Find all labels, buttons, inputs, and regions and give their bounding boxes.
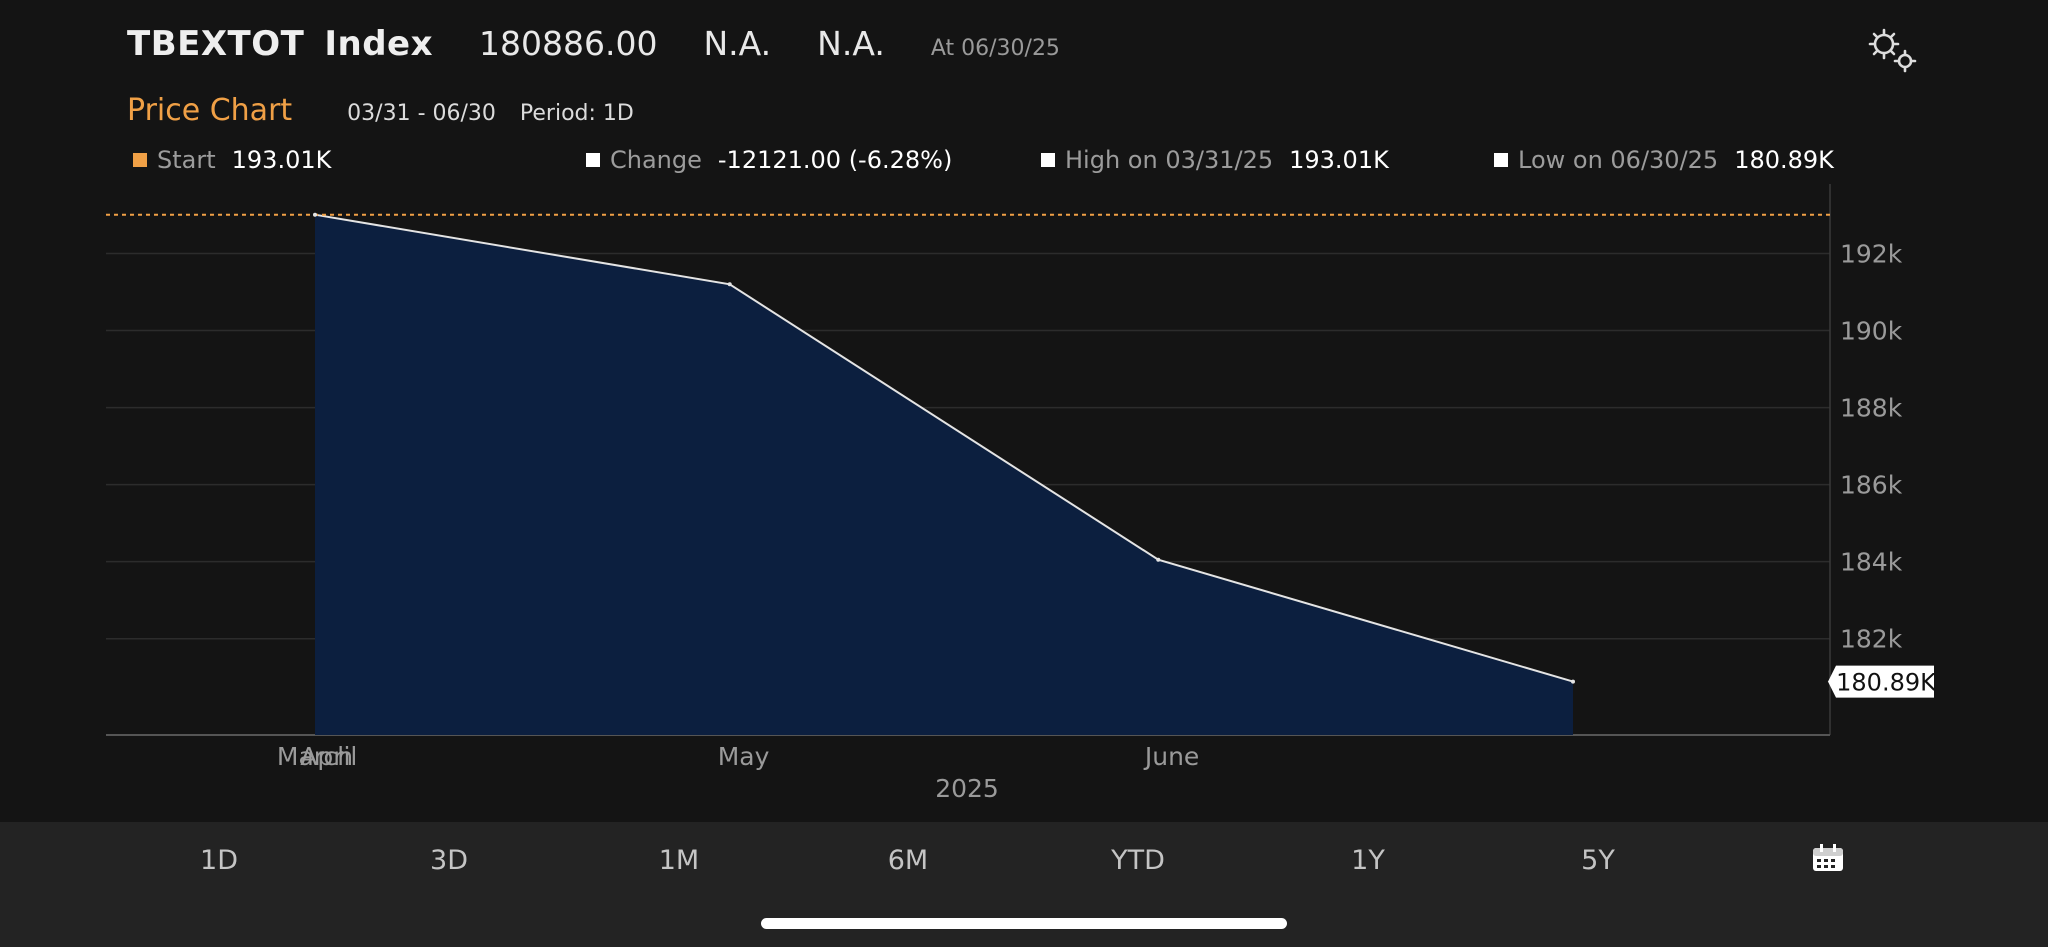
tab-3d[interactable]: 3D bbox=[430, 845, 468, 876]
chart-subheader: Price Chart 03/31 - 06/30 Period: 1D bbox=[127, 93, 634, 128]
y-tick-label: 182k bbox=[1840, 625, 1903, 654]
high-value: 193.01K bbox=[1289, 146, 1389, 174]
legend-high: High on 03/31/25 193.01K bbox=[1041, 146, 1389, 174]
x-tick-label: March bbox=[277, 742, 353, 771]
data-point bbox=[727, 282, 732, 287]
high-label: High on 03/31/25 bbox=[1065, 146, 1274, 174]
change-value: -12121.00 (-6.28%) bbox=[717, 146, 953, 174]
ticker-symbol[interactable]: TBEXTOT bbox=[127, 24, 305, 64]
legend-start: Start 193.01K bbox=[133, 146, 331, 174]
change-marker-icon bbox=[586, 153, 600, 167]
price-area-fill bbox=[315, 214, 1573, 735]
chart-title: Price Chart bbox=[127, 93, 293, 128]
y-tick-label: 192k bbox=[1840, 239, 1903, 268]
tab-1y[interactable]: 1Y bbox=[1351, 845, 1385, 876]
legend-change: Change -12121.00 (-6.28%) bbox=[586, 146, 952, 174]
data-point bbox=[313, 212, 317, 217]
high-marker-icon bbox=[1041, 153, 1055, 167]
x-tick-label: April bbox=[300, 742, 357, 771]
data-point bbox=[1571, 679, 1575, 684]
start-marker-icon bbox=[133, 153, 147, 167]
tab-6m[interactable]: 6M bbox=[887, 845, 929, 876]
period-label[interactable]: Period: 1D bbox=[519, 101, 634, 126]
last-price: 180886.00 bbox=[479, 24, 658, 63]
date-range[interactable]: 03/31 - 06/30 bbox=[347, 101, 496, 126]
tab-ytd[interactable]: YTD bbox=[1111, 845, 1165, 876]
start-value: 193.01K bbox=[231, 146, 332, 174]
security-header: TBEXTOT Index 180886.00 N.A. N.A. At 06/… bbox=[127, 24, 1060, 76]
x-tick-label: June bbox=[1143, 742, 1199, 771]
home-indicator[interactable] bbox=[761, 918, 1287, 929]
security-type: Index bbox=[324, 24, 434, 64]
y-tick-label: 184k bbox=[1840, 548, 1903, 577]
x-tick-label: May bbox=[718, 742, 770, 771]
y-tick-label: 186k bbox=[1840, 471, 1903, 500]
legend-low: Low on 06/30/25 180.89K bbox=[1494, 146, 1834, 174]
as-of-date: At 06/30/25 bbox=[930, 36, 1060, 61]
x-year-label: 2025 bbox=[935, 774, 999, 803]
tab-1m[interactable]: 1M bbox=[658, 845, 700, 876]
price-line bbox=[314, 213, 1574, 683]
change-label: Change bbox=[610, 146, 702, 174]
net-change: N.A. bbox=[703, 24, 772, 63]
data-point bbox=[1156, 557, 1161, 562]
start-label: Start bbox=[157, 146, 216, 174]
low-marker-icon bbox=[1494, 153, 1508, 167]
calendar-icon[interactable] bbox=[1811, 843, 1845, 873]
gears-icon[interactable] bbox=[1862, 24, 1922, 74]
y-tick-label: 188k bbox=[1840, 394, 1903, 423]
last-value-tag bbox=[1828, 665, 1934, 698]
low-label: Low on 06/30/25 bbox=[1518, 146, 1719, 174]
low-value: 180.89K bbox=[1734, 146, 1834, 174]
tab-5y[interactable]: 5Y bbox=[1581, 845, 1615, 876]
tab-1d[interactable]: 1D bbox=[200, 845, 238, 876]
last-value-label: 180.89K bbox=[1836, 669, 1937, 697]
y-tick-label: 190k bbox=[1840, 317, 1903, 346]
percent-change: N.A. bbox=[817, 24, 885, 63]
